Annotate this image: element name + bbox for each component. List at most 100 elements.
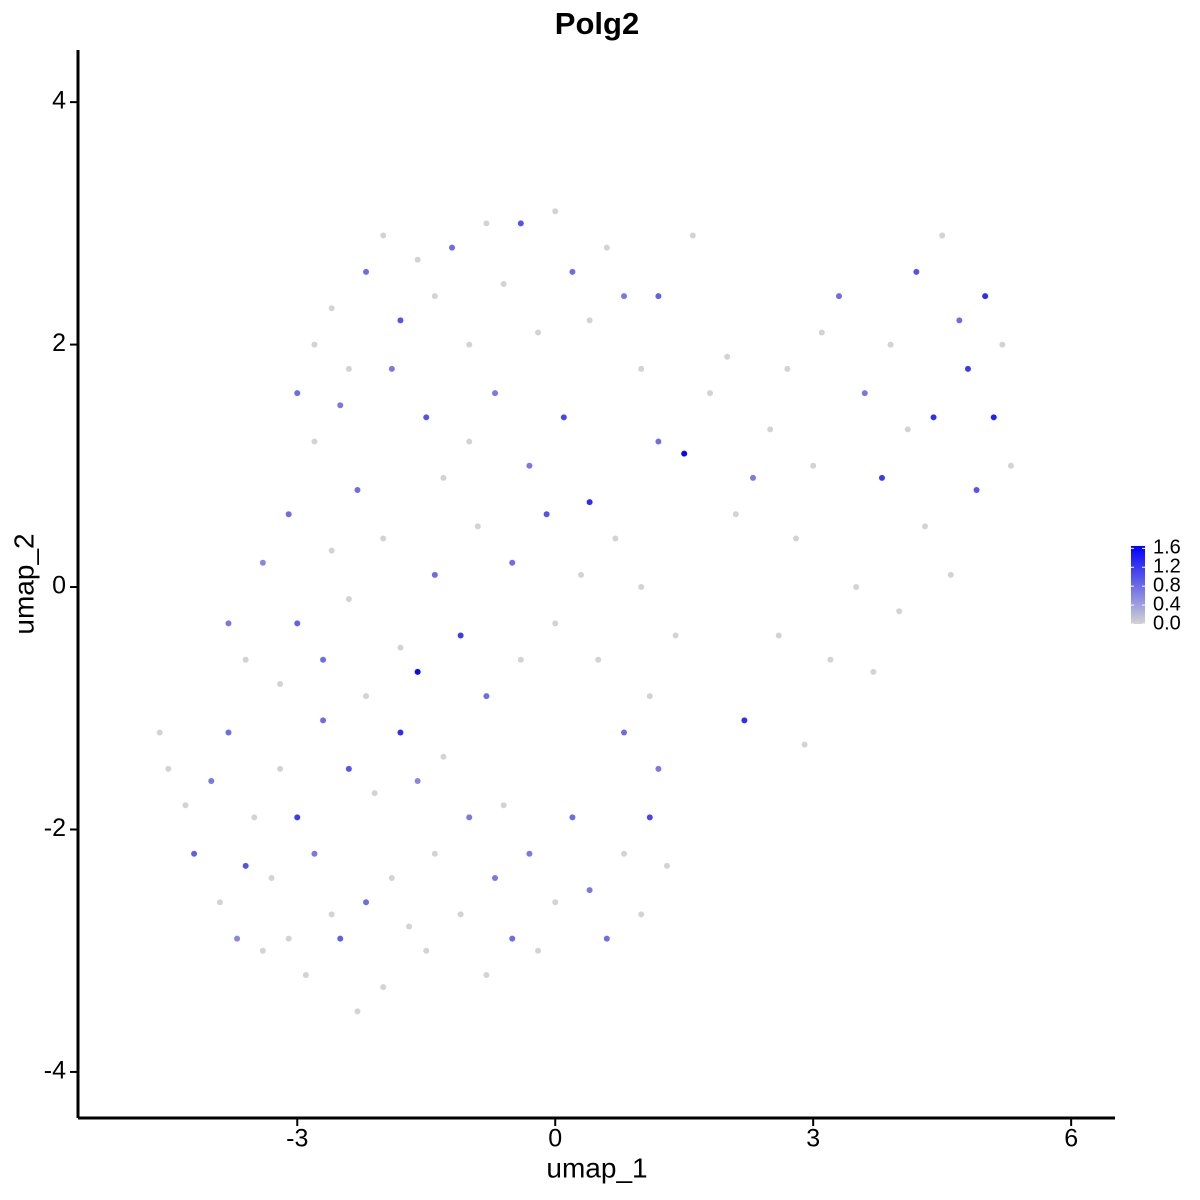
point	[767, 426, 774, 433]
point	[775, 632, 782, 639]
point	[999, 341, 1006, 348]
point	[259, 559, 266, 566]
point	[234, 935, 241, 942]
point	[208, 777, 215, 784]
point	[732, 511, 739, 518]
point	[294, 620, 301, 627]
colorbar-label: 0.8	[1153, 574, 1181, 596]
point	[294, 390, 301, 397]
point	[337, 402, 344, 409]
point	[431, 293, 438, 300]
point	[483, 971, 490, 978]
point	[638, 584, 645, 591]
point	[603, 935, 610, 942]
colorbar-label: 1.6	[1153, 537, 1181, 559]
point	[277, 681, 284, 688]
x-tick-label: -3	[286, 1125, 308, 1153]
point	[388, 365, 395, 372]
y-tick-label: 0	[52, 572, 66, 600]
point	[380, 984, 387, 991]
point	[311, 850, 318, 857]
point	[466, 341, 473, 348]
point	[320, 717, 327, 724]
point	[311, 438, 318, 445]
point	[913, 268, 920, 275]
point	[569, 268, 576, 275]
point	[921, 523, 928, 530]
point	[526, 462, 533, 469]
point	[431, 571, 438, 578]
point	[517, 656, 524, 663]
point	[500, 802, 507, 809]
point	[939, 232, 946, 239]
point	[165, 765, 172, 772]
point	[474, 523, 481, 530]
point	[878, 474, 885, 481]
point	[621, 850, 628, 857]
point	[724, 353, 731, 360]
point	[500, 280, 507, 287]
point	[242, 656, 249, 663]
point	[440, 753, 447, 760]
point	[896, 608, 903, 615]
chart-title: Polg2	[555, 6, 639, 41]
point	[242, 862, 249, 869]
point	[397, 317, 404, 324]
point	[792, 535, 799, 542]
point	[664, 862, 671, 869]
point	[603, 244, 610, 251]
point	[345, 765, 352, 772]
point	[182, 802, 189, 809]
point	[354, 1008, 361, 1015]
point	[646, 814, 653, 821]
point	[302, 971, 309, 978]
y-axis-title: umap_2	[8, 533, 39, 634]
point	[707, 390, 714, 397]
point	[457, 632, 464, 639]
point	[225, 729, 232, 736]
point	[1007, 462, 1014, 469]
point	[560, 414, 567, 421]
point	[268, 874, 275, 881]
point	[638, 365, 645, 372]
point	[784, 365, 791, 372]
point	[818, 329, 825, 336]
point	[749, 474, 756, 481]
point	[191, 850, 198, 857]
point	[578, 571, 585, 578]
point	[225, 620, 232, 627]
point	[457, 911, 464, 918]
point	[466, 438, 473, 445]
point	[414, 668, 421, 675]
point	[887, 341, 894, 348]
point	[956, 317, 963, 324]
point	[655, 765, 662, 772]
point	[835, 293, 842, 300]
point	[354, 487, 361, 494]
point	[973, 487, 980, 494]
point	[586, 887, 593, 894]
point	[397, 644, 404, 651]
y-tick-label: 2	[52, 329, 66, 357]
point	[414, 256, 421, 263]
point	[371, 790, 378, 797]
colorbar-label: 0.0	[1153, 612, 1181, 634]
point	[311, 341, 318, 348]
point	[870, 668, 877, 675]
point	[423, 947, 430, 954]
point	[388, 874, 395, 881]
point	[363, 268, 370, 275]
point	[569, 814, 576, 821]
point	[586, 317, 593, 324]
point	[345, 596, 352, 603]
point	[285, 935, 292, 942]
point	[363, 899, 370, 906]
x-tick-label: 3	[806, 1125, 820, 1153]
point	[440, 474, 447, 481]
y-tick-label: 4	[52, 87, 66, 115]
point	[328, 911, 335, 918]
point	[337, 935, 344, 942]
point	[414, 777, 421, 784]
